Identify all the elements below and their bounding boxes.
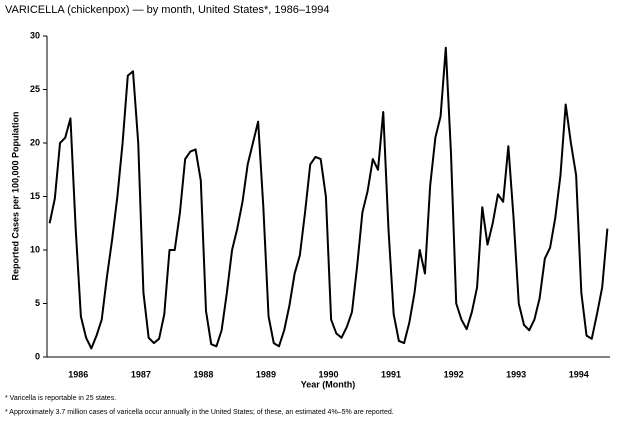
x-tick-label: 1989 [256,369,276,379]
footnote: * Varicella is reportable in 25 states. [5,395,116,402]
y-tick-label: 30 [30,30,40,40]
x-tick-label: 1992 [444,369,464,379]
y-tick-label: 5 [35,298,40,308]
x-tick-label: 1987 [131,369,151,379]
y-tick-label: 0 [35,351,40,361]
x-tick-label: 1994 [569,369,589,379]
y-tick-label: 10 [30,244,40,254]
chart-title: VARICELLA (chickenpox) — by month, Unite… [5,4,329,16]
data-line [48,46,609,350]
x-tick-label: 1988 [193,369,213,379]
y-tick-label: 20 [30,137,40,147]
y-axis-label: Reported Cases per 100,000 Population [10,111,20,280]
x-tick-label: 1986 [68,369,88,379]
y-tick-label: 15 [30,191,40,201]
y-tick-label: 25 [30,84,40,94]
footnote: * Approximately 3.7 million cases of var… [5,409,394,416]
x-axis-label: Year (Month) [301,379,356,389]
x-tick-label: 1991 [381,369,401,379]
x-tick-label: 1990 [318,369,338,379]
x-tick-label: 1993 [506,369,526,379]
